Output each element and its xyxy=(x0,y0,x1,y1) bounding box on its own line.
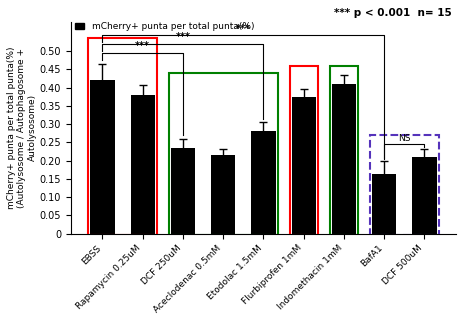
Bar xyxy=(372,174,396,234)
Bar xyxy=(90,80,114,234)
Y-axis label: mCherry+ punta per total punta(%)
(Autolysosome / Autophagosome +
Autolysosome): mCherry+ punta per total punta(%) (Autol… xyxy=(7,47,37,209)
Text: ***: *** xyxy=(236,23,251,34)
Text: NS: NS xyxy=(398,134,411,143)
Bar xyxy=(413,157,437,234)
Bar xyxy=(88,38,157,235)
Bar xyxy=(131,95,155,234)
Text: ***: *** xyxy=(175,32,190,42)
Legend: mCherry+ punta per total punta(%): mCherry+ punta per total punta(%) xyxy=(75,22,254,31)
Text: ***: *** xyxy=(135,41,150,51)
Bar xyxy=(251,131,275,234)
Bar xyxy=(171,148,195,234)
Bar xyxy=(330,66,358,235)
Bar xyxy=(290,66,318,235)
Bar xyxy=(292,97,316,234)
Bar xyxy=(332,84,356,234)
Text: *** p < 0.001  n= 15: *** p < 0.001 n= 15 xyxy=(334,8,452,18)
Bar xyxy=(370,135,438,235)
Bar xyxy=(169,73,277,235)
Bar xyxy=(211,155,235,234)
